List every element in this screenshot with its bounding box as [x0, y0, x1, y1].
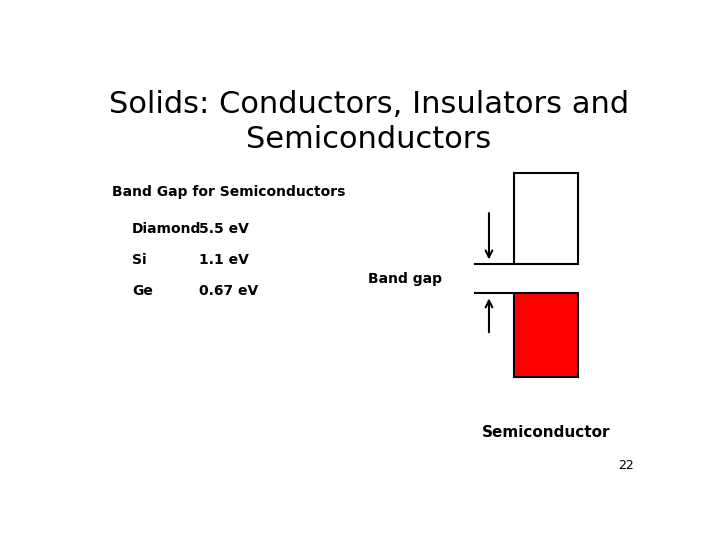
Text: 1.1 eV: 1.1 eV — [199, 253, 248, 267]
Text: Band Gap for Semiconductors: Band Gap for Semiconductors — [112, 185, 346, 199]
Text: Diamond: Diamond — [132, 222, 201, 236]
Bar — [514, 294, 578, 377]
Text: 22: 22 — [618, 460, 634, 472]
Text: Si: Si — [132, 253, 146, 267]
Text: 5.5 eV: 5.5 eV — [199, 222, 248, 236]
Text: Semiconductor: Semiconductor — [482, 426, 611, 440]
Text: Ge: Ge — [132, 285, 153, 299]
Text: 0.67 eV: 0.67 eV — [199, 285, 258, 299]
Text: Solids: Conductors, Insulators and: Solids: Conductors, Insulators and — [109, 90, 629, 119]
Text: Band gap: Band gap — [367, 272, 441, 286]
Bar — [514, 173, 578, 265]
Text: Semiconductors: Semiconductors — [246, 125, 492, 154]
